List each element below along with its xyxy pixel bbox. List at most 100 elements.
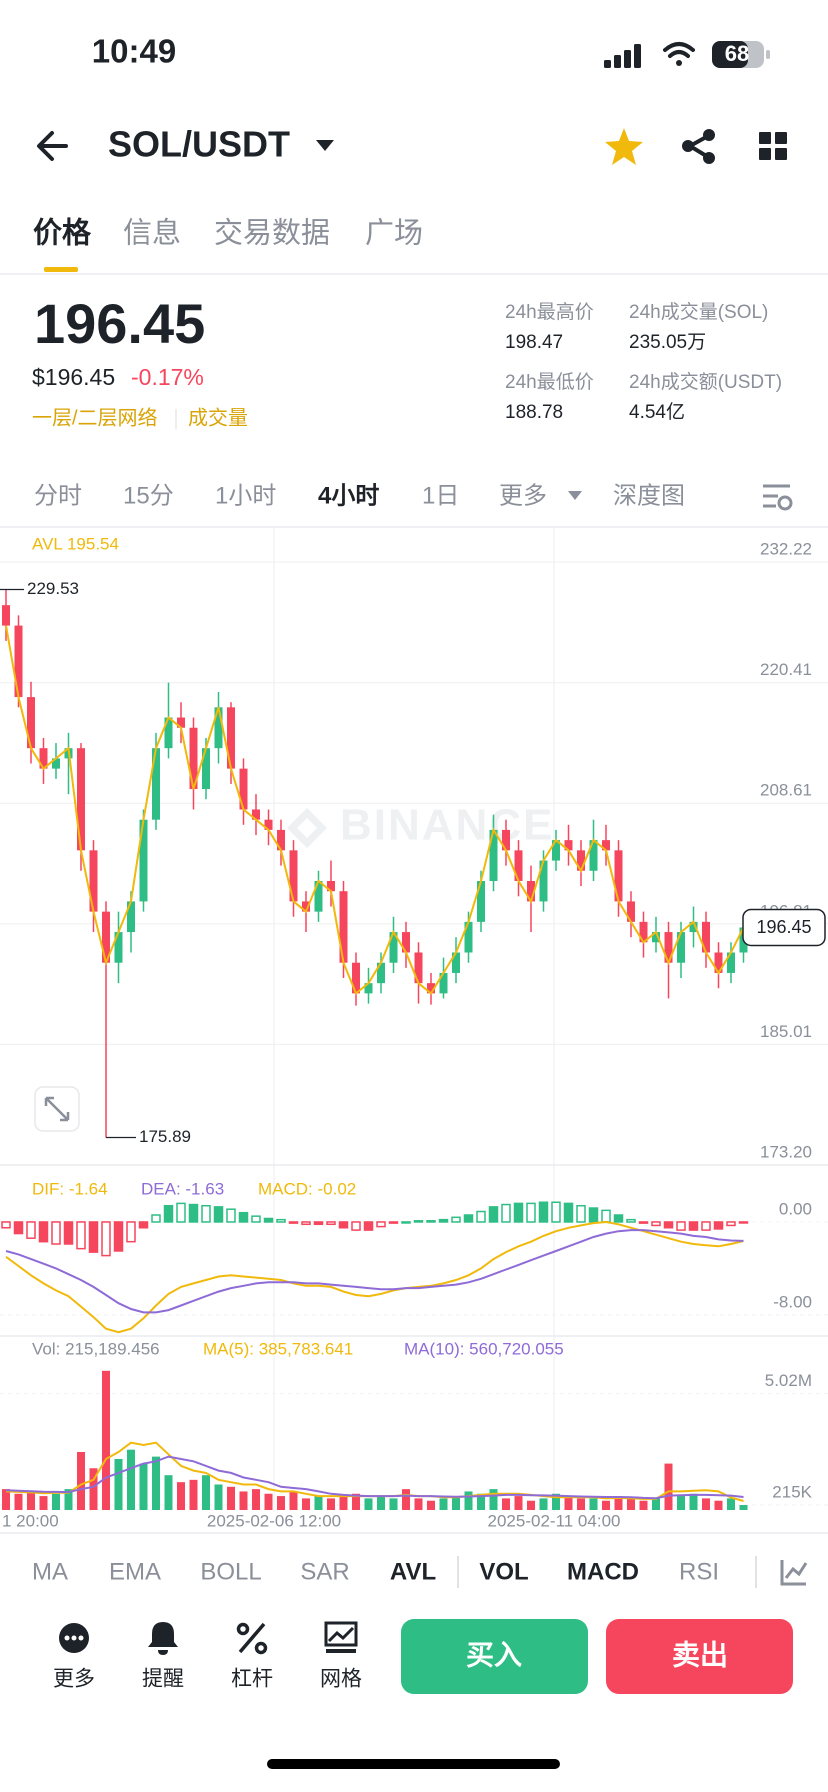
volume-bar <box>164 1475 173 1510</box>
favorite-star[interactable] <box>605 128 643 165</box>
macd-bar <box>638 1221 649 1224</box>
home-indicator <box>267 1759 560 1769</box>
y-tick-label: -8.00 <box>773 1292 812 1311</box>
indicator-tab[interactable]: SAR <box>300 1558 349 1585</box>
interval[interactable]: 分时 <box>34 482 82 509</box>
volume-bar <box>189 1479 198 1510</box>
stat-label: 24h最高价 <box>505 301 594 323</box>
macd-bar <box>613 1214 624 1223</box>
tab[interactable]: 广场 <box>365 217 423 250</box>
stat-value: 235.05万 <box>629 332 706 353</box>
interval[interactable]: 15分 <box>123 482 174 509</box>
stat-value: 4.54亿 <box>629 401 685 423</box>
interval[interactable]: 更多 <box>499 482 547 509</box>
macd-bar <box>188 1203 199 1223</box>
tab[interactable]: 交易数据 <box>214 217 330 250</box>
interval[interactable]: 4小时 <box>318 482 379 509</box>
interval[interactable]: 1日 <box>422 482 459 509</box>
volume-bar <box>552 1493 560 1510</box>
buy-label[interactable]: 买入 <box>466 1639 522 1670</box>
macd-bar <box>601 1209 611 1223</box>
last-price: 196.45 <box>34 292 205 355</box>
volume-legend: MA(5): 385,783.641 <box>203 1339 353 1358</box>
indicator-tab[interactable]: BOLL <box>200 1558 261 1585</box>
volume-bar <box>389 1498 398 1510</box>
macd-bar <box>151 1214 161 1223</box>
interval[interactable]: 1小时 <box>215 482 276 509</box>
volume-bar <box>589 1498 598 1510</box>
y-tick-label: 173.20 <box>760 1142 812 1161</box>
toolbar-label[interactable]: 更多 <box>53 1668 95 1691</box>
tag[interactable]: 一层/二层网络 <box>32 406 158 429</box>
macd-bar <box>451 1216 461 1223</box>
volume-bar <box>664 1463 673 1510</box>
tag[interactable]: 成交量 <box>188 406 248 429</box>
candle-body <box>52 758 60 769</box>
tab[interactable]: 信息 <box>123 217 181 250</box>
stat-label: 24h成交量(SOL) <box>629 301 768 323</box>
volume-bar <box>477 1493 485 1510</box>
expand-button[interactable] <box>34 1086 80 1132</box>
volume-bar <box>177 1482 185 1510</box>
candle-body <box>114 932 123 963</box>
indicator-tab[interactable]: EMA <box>109 1558 161 1585</box>
share-button[interactable] <box>682 129 715 164</box>
pair-dropdown[interactable] <box>316 140 334 151</box>
macd-bar <box>238 1211 249 1223</box>
macd-bar <box>138 1221 149 1229</box>
indicator-tab[interactable]: VOL <box>479 1558 528 1585</box>
indicator-settings[interactable] <box>780 1560 808 1586</box>
buy-button[interactable]: 买入 <box>401 1619 588 1694</box>
candle-body <box>364 983 373 994</box>
sell-label[interactable]: 卖出 <box>672 1639 728 1670</box>
indicator-tab[interactable]: RSI <box>679 1558 719 1585</box>
indicator-tab[interactable]: AVL <box>390 1558 436 1585</box>
volume-bar <box>227 1486 235 1510</box>
macd-bar <box>651 1221 661 1227</box>
chart-settings[interactable] <box>763 484 793 511</box>
candle-body <box>89 850 98 912</box>
macd-bar <box>51 1221 61 1245</box>
last-price-label: 196.45 <box>756 917 811 937</box>
candle-body <box>214 707 223 749</box>
volume-bar <box>364 1498 373 1510</box>
volume-bar <box>414 1498 423 1510</box>
y-tick-label: 215K <box>772 1482 812 1501</box>
macd-bar <box>426 1220 436 1223</box>
volume-bar <box>427 1500 435 1510</box>
volume-bar <box>89 1468 98 1510</box>
more-icon[interactable] <box>59 1623 89 1653</box>
tab[interactable]: 价格 <box>33 217 92 250</box>
interval[interactable]: 深度图 <box>613 482 685 509</box>
macd-bar <box>376 1221 386 1228</box>
alert-icon[interactable] <box>148 1622 178 1655</box>
toolbar-label[interactable]: 网格 <box>320 1668 362 1691</box>
sell-button[interactable]: 卖出 <box>606 1619 793 1694</box>
y-tick-label: 0.00 <box>779 1199 812 1218</box>
indicator-tab[interactable]: MACD <box>567 1558 639 1585</box>
indicator-tab[interactable]: MA <box>32 1558 68 1585</box>
low-marker-label: 175.89 <box>139 1127 191 1146</box>
volume-bar <box>239 1491 248 1510</box>
candle-body <box>539 860 548 902</box>
grid-bot-icon[interactable] <box>324 1621 358 1653</box>
macd-bar <box>213 1206 224 1223</box>
toolbar-label[interactable]: 杠杆 <box>231 1668 273 1691</box>
watermark: BINANCE <box>340 801 554 850</box>
candle-body <box>677 932 685 963</box>
candle-body <box>139 819 148 902</box>
toolbar-label[interactable]: 提醒 <box>142 1668 184 1691</box>
macd-bar <box>351 1221 361 1231</box>
back-button[interactable] <box>37 131 68 161</box>
more-dropdown[interactable] <box>568 491 582 500</box>
leverage-icon[interactable] <box>236 1622 268 1655</box>
pair-title[interactable]: SOL/USDT <box>108 124 290 165</box>
layout-button[interactable] <box>759 132 787 160</box>
battery-level <box>712 41 748 68</box>
macd-bar <box>301 1221 311 1226</box>
macd-bar <box>401 1221 411 1224</box>
candle-body <box>452 952 460 973</box>
macd-bar <box>26 1221 36 1239</box>
volume-bar <box>639 1500 648 1510</box>
x-tick-label: 1 20:00 <box>2 1511 59 1530</box>
